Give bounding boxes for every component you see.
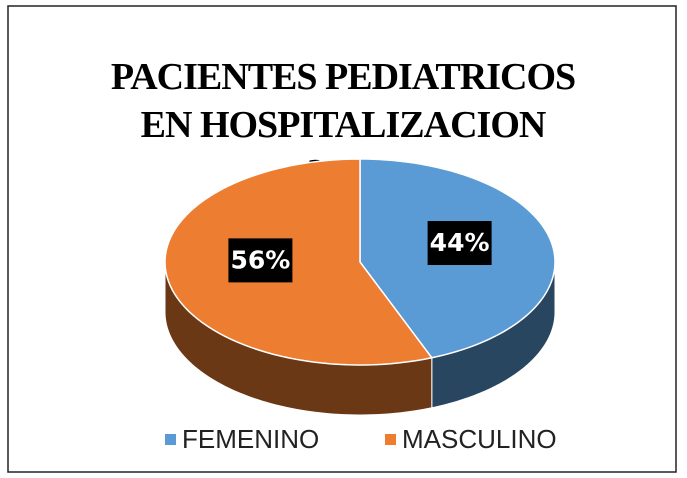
data-label: 56% xyxy=(230,245,290,274)
legend-label: FEMENINO xyxy=(182,424,319,454)
legend-swatch xyxy=(165,434,176,445)
legend-swatch xyxy=(385,434,396,445)
data-label: 44% xyxy=(430,228,490,257)
legend-label: MASCULINO xyxy=(402,424,557,454)
pie-slice xyxy=(164,158,434,366)
data-label-box xyxy=(228,238,293,283)
data-label-box xyxy=(427,221,492,266)
